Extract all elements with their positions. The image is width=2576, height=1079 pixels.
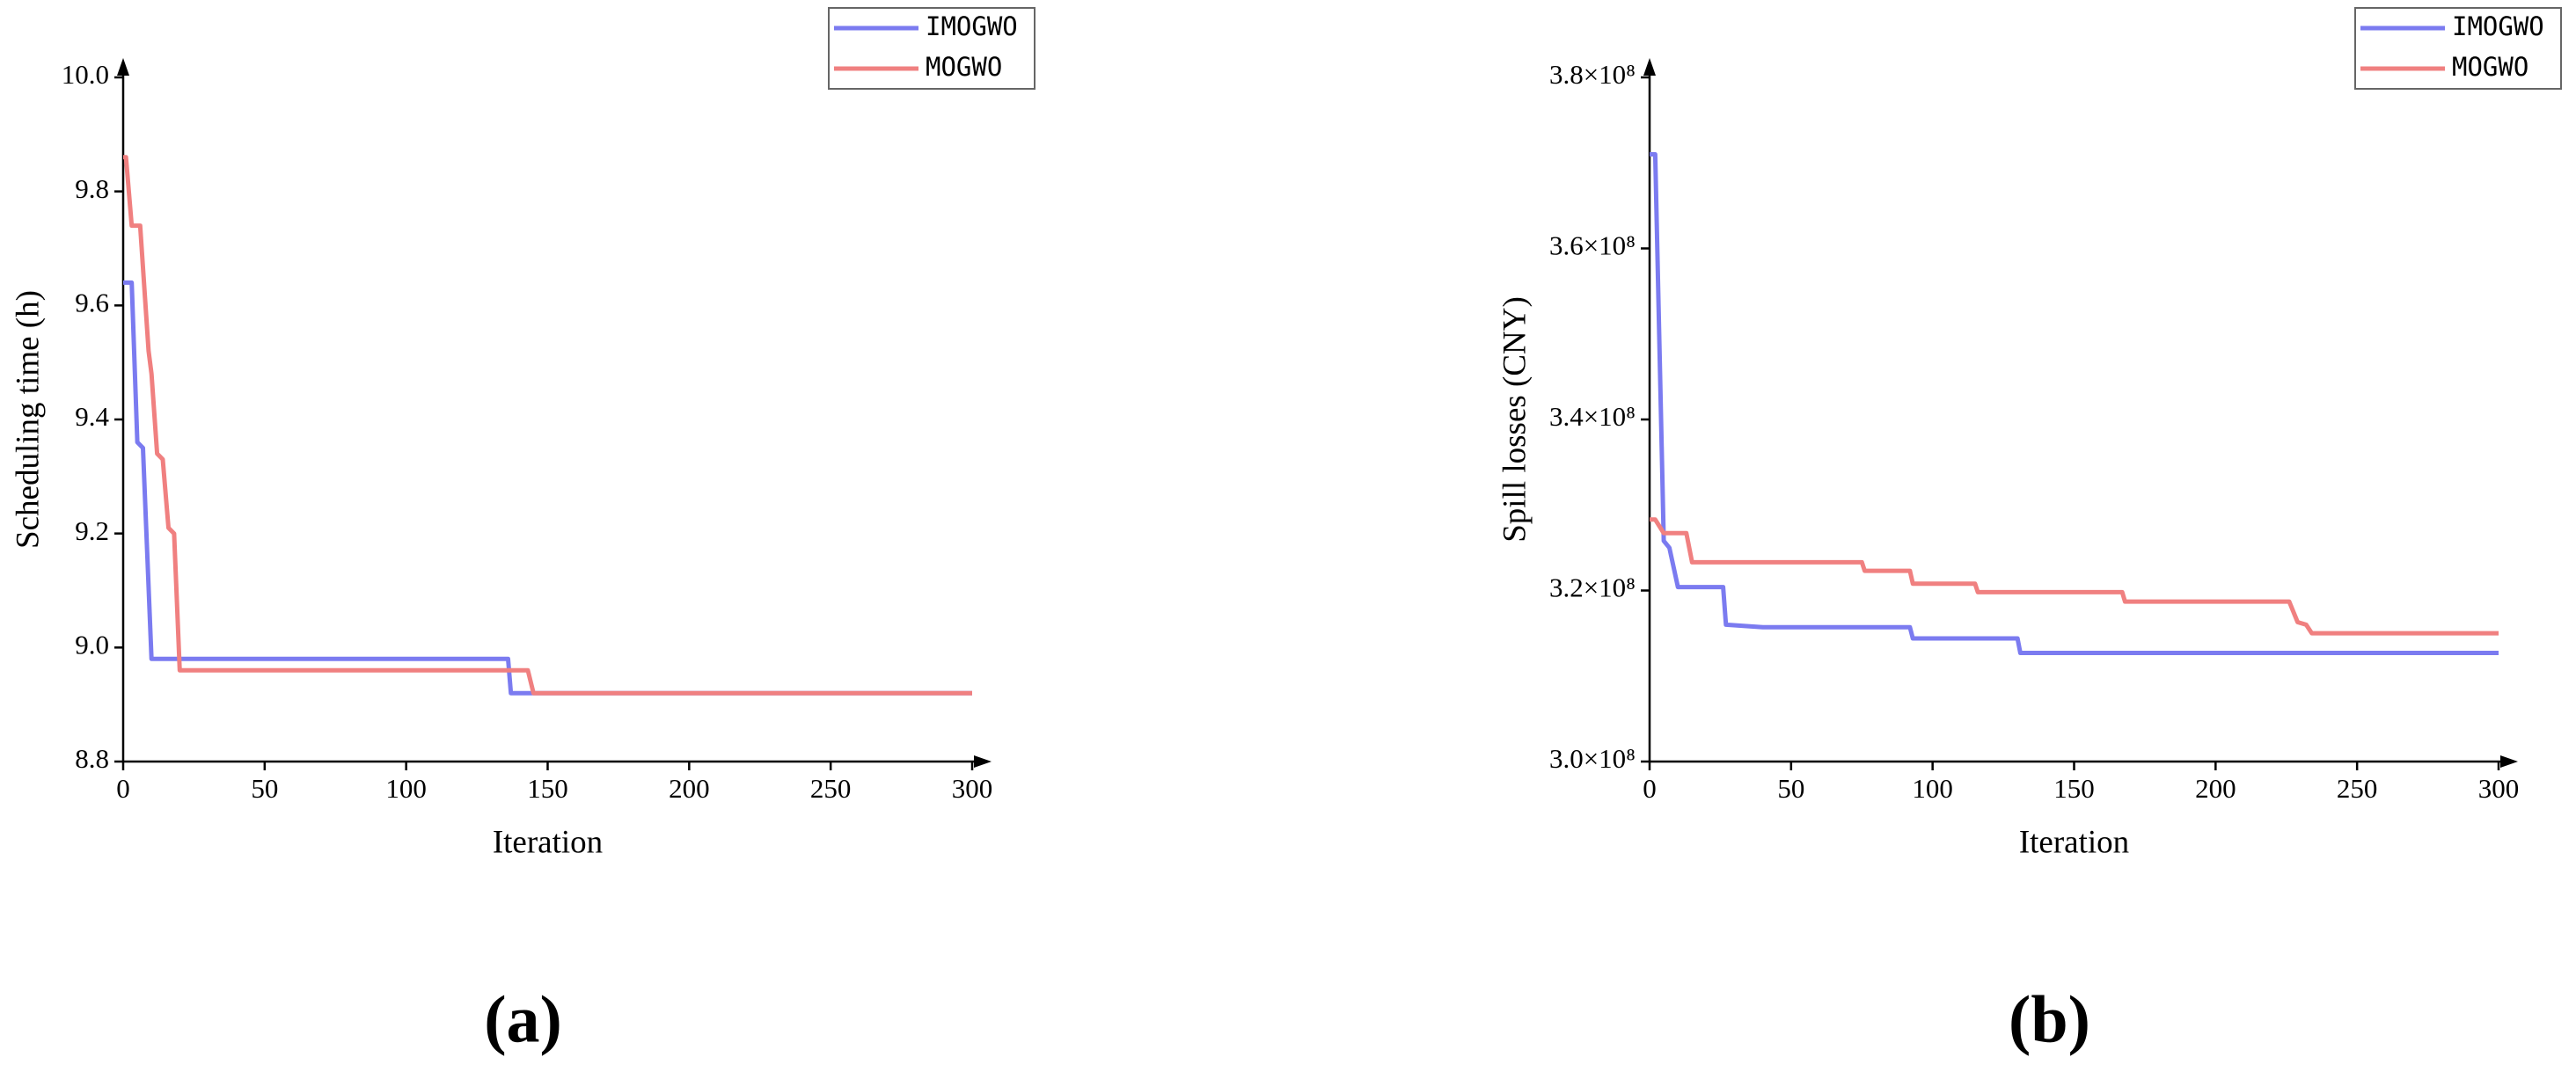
panel-label: (a) — [484, 982, 562, 1056]
x-tick-label: 250 — [2337, 773, 2378, 804]
y-tick-label: 9.2 — [75, 515, 109, 546]
y-axis-title: Spill losses (CNY) — [1497, 296, 1533, 543]
y-tick-label: 3.6×10⁸ — [1549, 230, 1636, 261]
x-tick-label: 150 — [2053, 773, 2095, 804]
y-tick-label: 9.4 — [75, 401, 109, 432]
y-tick-label: 3.8×10⁸ — [1549, 59, 1636, 90]
x-tick-label: 300 — [952, 773, 993, 804]
series-line — [1650, 152, 2499, 655]
series-line — [123, 155, 972, 696]
y-tick-label: 3.4×10⁸ — [1549, 401, 1636, 432]
legend-label: MOGWO — [2452, 52, 2528, 82]
y-tick-label: 3.2×10⁸ — [1549, 572, 1636, 603]
x-tick-label: 0 — [116, 773, 130, 804]
x-tick-label: 300 — [2478, 773, 2520, 804]
legend-label: IMOGWO — [926, 11, 1018, 41]
x-tick-label: 200 — [2195, 773, 2236, 804]
legend-label: IMOGWO — [2452, 11, 2544, 41]
series-line — [123, 280, 972, 696]
axis-arrow — [117, 58, 129, 76]
y-tick-label: 3.0×10⁸ — [1549, 743, 1636, 774]
y-axis-title: Scheduling time (h) — [10, 290, 46, 549]
axis-arrow — [974, 755, 992, 768]
axis-arrow — [1643, 58, 1656, 76]
x-tick-label: 50 — [251, 773, 278, 804]
panel-label: (b) — [2009, 982, 2090, 1056]
x-tick-label: 150 — [527, 773, 568, 804]
x-tick-label: 200 — [669, 773, 710, 804]
y-tick-label: 10.0 — [62, 59, 109, 90]
legend-label: MOGWO — [926, 52, 1002, 82]
series-line — [1650, 517, 2499, 636]
x-axis-title: Iteration — [2019, 824, 2129, 860]
y-tick-label: 9.0 — [75, 629, 109, 660]
x-tick-label: 0 — [1643, 773, 1657, 804]
x-tick-label: 50 — [1777, 773, 1804, 804]
y-tick-label: 8.8 — [75, 743, 109, 774]
x-tick-label: 100 — [385, 773, 427, 804]
x-tick-label: 100 — [1912, 773, 1953, 804]
legend-box — [828, 7, 1036, 90]
legend-box — [2354, 7, 2562, 90]
x-tick-label: 250 — [810, 773, 852, 804]
y-tick-label: 9.8 — [75, 173, 109, 204]
axis-arrow — [2500, 755, 2518, 768]
x-axis-title: Iteration — [493, 824, 603, 860]
y-tick-label: 9.6 — [75, 287, 109, 317]
